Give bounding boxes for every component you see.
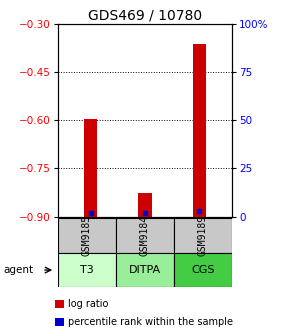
Bar [193, 44, 206, 217]
Bar [55, 318, 64, 326]
Text: DITPA: DITPA [129, 265, 161, 275]
Bar [174, 253, 232, 287]
Text: GSM9189: GSM9189 [198, 215, 208, 256]
Bar [116, 253, 174, 287]
Text: CGS: CGS [191, 265, 215, 275]
Bar [58, 218, 116, 253]
Bar [174, 218, 232, 253]
Text: GSM9184: GSM9184 [140, 215, 150, 256]
Text: T3: T3 [80, 265, 94, 275]
Bar [58, 253, 116, 287]
Bar [84, 119, 97, 217]
Bar [116, 218, 174, 253]
Bar [55, 300, 64, 308]
Bar [138, 193, 152, 217]
Text: agent: agent [3, 265, 33, 275]
Text: log ratio: log ratio [68, 299, 109, 309]
Title: GDS469 / 10780: GDS469 / 10780 [88, 8, 202, 23]
Text: GSM9185: GSM9185 [82, 215, 92, 256]
Text: percentile rank within the sample: percentile rank within the sample [68, 317, 233, 327]
